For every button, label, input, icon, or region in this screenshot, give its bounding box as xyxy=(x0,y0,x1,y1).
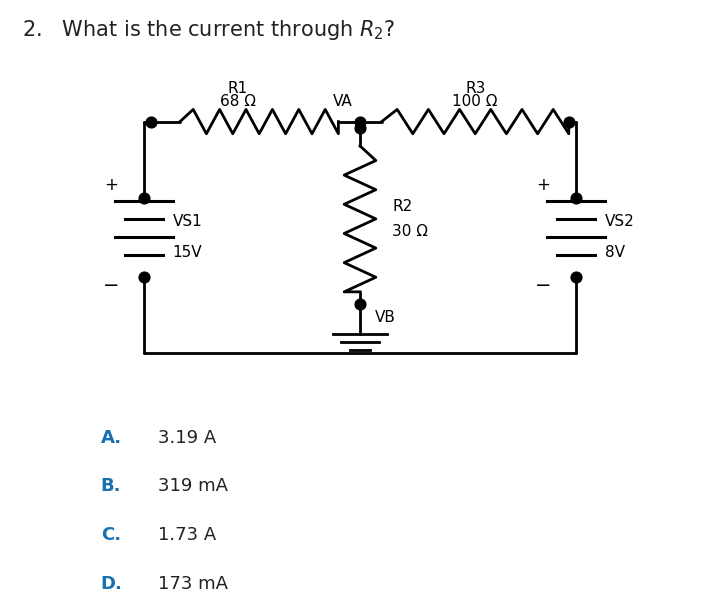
Point xyxy=(138,272,150,282)
Text: VS1: VS1 xyxy=(173,215,202,229)
Point xyxy=(354,299,366,309)
Text: 319 mA: 319 mA xyxy=(158,477,228,496)
Text: 173 mA: 173 mA xyxy=(158,575,228,593)
Text: A.: A. xyxy=(101,429,122,447)
Text: −: − xyxy=(104,276,120,295)
Text: D.: D. xyxy=(101,575,122,593)
Text: C.: C. xyxy=(101,526,121,544)
Point xyxy=(138,193,150,202)
Text: R2: R2 xyxy=(392,199,413,214)
Text: R1: R1 xyxy=(228,81,248,95)
Point xyxy=(354,117,366,126)
Text: R3: R3 xyxy=(465,81,485,95)
Text: B.: B. xyxy=(101,477,121,496)
Text: 100 Ω: 100 Ω xyxy=(452,94,498,109)
Text: +: + xyxy=(536,176,551,195)
Point xyxy=(354,123,366,133)
Text: 3.19 A: 3.19 A xyxy=(158,429,217,447)
Point xyxy=(570,193,582,202)
Text: 8V: 8V xyxy=(605,245,625,260)
Text: 15V: 15V xyxy=(173,245,202,260)
Text: 30 Ω: 30 Ω xyxy=(392,224,428,238)
Point xyxy=(570,272,582,282)
Text: −: − xyxy=(536,276,552,295)
Text: +: + xyxy=(104,176,119,195)
Text: 2.   What is the current through $R_2$?: 2. What is the current through $R_2$? xyxy=(22,18,395,42)
Text: VS2: VS2 xyxy=(605,215,634,229)
Text: 1.73 A: 1.73 A xyxy=(158,526,217,544)
Point xyxy=(145,117,157,126)
Text: VB: VB xyxy=(374,310,395,325)
Text: 68 Ω: 68 Ω xyxy=(220,94,256,109)
Text: VA: VA xyxy=(333,94,353,109)
Point xyxy=(563,117,575,126)
